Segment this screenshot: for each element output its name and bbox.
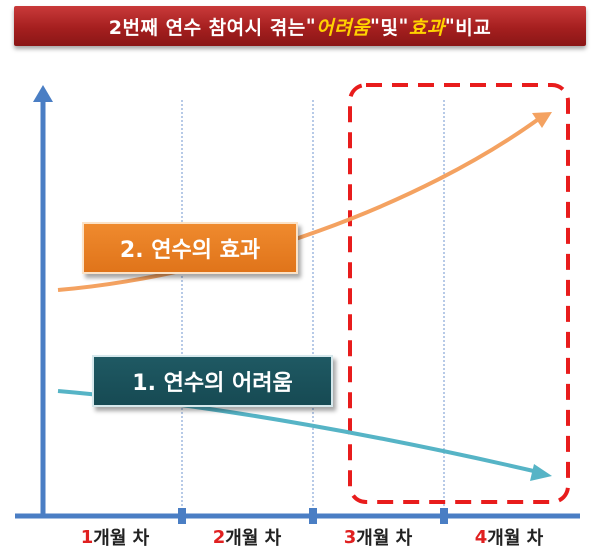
x-axis-tick-3 [440, 508, 448, 524]
title-highlight-difficulty: 어려움 [316, 16, 371, 39]
highlight-box [348, 83, 570, 504]
month-label-1: 1 개월 차 [50, 520, 180, 554]
month-label-4: 4 개월 차 [444, 520, 574, 554]
title-mid: 및 [380, 16, 399, 39]
title-suffix: 비교 [455, 16, 492, 39]
month-suffix: 개월 차 [356, 528, 413, 549]
month-number: 3 [343, 526, 357, 548]
month-suffix: 개월 차 [93, 528, 150, 549]
y-axis-arrowhead [33, 85, 53, 102]
month-number: 2 [212, 526, 226, 548]
title-highlight-effect: 효과 [408, 16, 445, 39]
title-close-quote-1: " [370, 15, 381, 37]
title-open-quote-2: " [398, 15, 409, 37]
difficulty-arrowhead [530, 464, 552, 481]
x-axis-tick-2 [309, 508, 317, 524]
title-prefix: 2번째 연수 참여시 겪는 [108, 16, 306, 39]
difficulty-callout: 1. 연수의 어려움 [92, 355, 333, 407]
title-banner: 2번째 연수 참여시 겪는 " 어려움 " 및 " 효과 " 비교 [14, 6, 586, 46]
effect-curve [57, 116, 542, 292]
month-label-2: 2 개월 차 [182, 520, 312, 554]
effect-arrowhead [532, 112, 552, 128]
x-axis-tick-1 [178, 508, 186, 524]
effect-callout: 2. 연수의 효과 [82, 222, 298, 274]
month-suffix: 개월 차 [487, 528, 544, 549]
month-number: 4 [474, 526, 488, 548]
month-number: 1 [80, 526, 94, 548]
title-open-quote-1: " [305, 15, 317, 37]
month-label-3: 3 개월 차 [313, 520, 443, 554]
month-suffix: 개월 차 [225, 528, 282, 549]
title-close-quote-2: " [444, 15, 456, 37]
